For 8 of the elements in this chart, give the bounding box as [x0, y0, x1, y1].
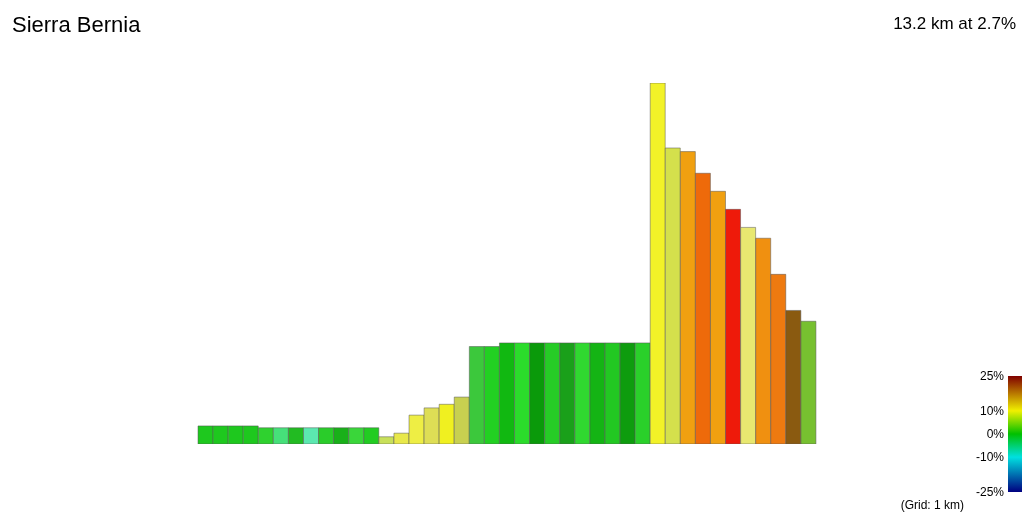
chart-title: Sierra Bernia: [12, 12, 141, 38]
color-bar-label: -10%: [975, 450, 1005, 465]
color-bar-label: -25%: [975, 485, 1005, 500]
color-bar-label: 0%: [986, 427, 1005, 442]
color-bar-label: 10%: [979, 404, 1005, 418]
text: 13.2 km at 2.7%: [893, 14, 1016, 34]
text: (Grid: 1 km): [900, 498, 964, 512]
color-bar-label: 25%: [979, 369, 1005, 384]
